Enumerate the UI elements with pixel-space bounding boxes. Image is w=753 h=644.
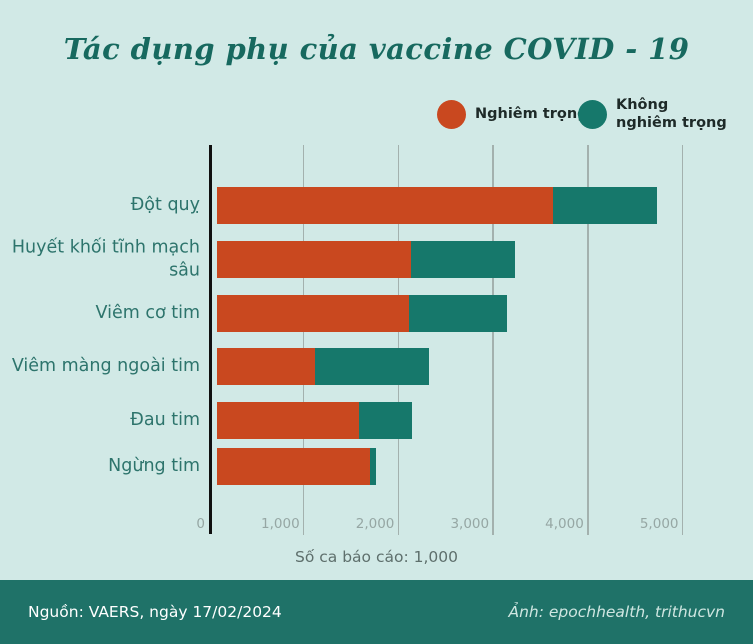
footer-bar: Nguồn: VAERS, ngày 17/02/2024 Ảnh: epoch…	[0, 580, 753, 644]
bar-segment-non-serious	[359, 402, 413, 439]
bar-row	[217, 348, 430, 385]
x-tick-label: 5,000	[639, 516, 679, 532]
credit-text: Ảnh: epochhealth, trithucvn	[508, 603, 725, 621]
bar-segment-non-serious	[411, 241, 516, 278]
gridline	[492, 145, 494, 535]
x-tick-label: 3,000	[450, 516, 490, 532]
x-tick-label: 0	[196, 516, 205, 532]
bar-segment-non-serious	[370, 448, 377, 485]
bar-row	[217, 295, 507, 332]
legend-item-serious: Nghiêm trọng	[437, 99, 588, 129]
legend-label-non-serious: Không nghiêm trọng	[616, 96, 727, 131]
category-label: Đau tim	[130, 409, 200, 430]
category-label: Ngừng tim	[108, 455, 200, 476]
x-tick-label: 2,000	[355, 516, 395, 532]
bar-row	[217, 187, 658, 224]
legend-label-serious: Nghiêm trọng	[475, 105, 588, 122]
gridline	[587, 145, 589, 535]
legend-item-non-serious: Không nghiêm trọng	[578, 95, 727, 133]
category-label: Viêm màng ngoài tim	[11, 355, 200, 376]
bar-row	[217, 448, 377, 485]
bar-segment-non-serious	[315, 348, 430, 385]
bar-segment-serious	[217, 295, 410, 332]
bar-segment-serious	[217, 241, 412, 278]
bar-segment-serious	[217, 348, 316, 385]
bar-segment-serious	[217, 187, 554, 224]
category-label: Viêm cơ tim	[95, 302, 201, 323]
bar-segment-serious	[217, 402, 360, 439]
bar-row	[217, 402, 413, 439]
x-axis-label: Số ca báo cáo: 1,000	[295, 548, 458, 566]
bar-segment-non-serious	[409, 295, 507, 332]
x-tick-label: 1,000	[261, 516, 300, 532]
serious-legend-dot-icon	[437, 99, 466, 129]
bar-segment-serious	[217, 448, 371, 485]
x-tick-label: 4,000	[545, 516, 584, 532]
gridline	[681, 145, 684, 535]
gridline	[397, 145, 400, 535]
y-axis-line	[209, 145, 212, 534]
bar-segment-non-serious	[553, 187, 658, 224]
bar-row	[217, 241, 516, 278]
category-label: Huyết khối tĩnh mạch sâu	[11, 236, 200, 281]
chart-title: Tác dụng phụ của vaccine COVID - 19	[63, 32, 690, 66]
non-serious-legend-dot-icon	[578, 99, 607, 129]
source-text: Nguồn: VAERS, ngày 17/02/2024	[28, 603, 282, 621]
gridline	[302, 145, 305, 535]
category-label: Đột quỵ	[130, 194, 200, 215]
